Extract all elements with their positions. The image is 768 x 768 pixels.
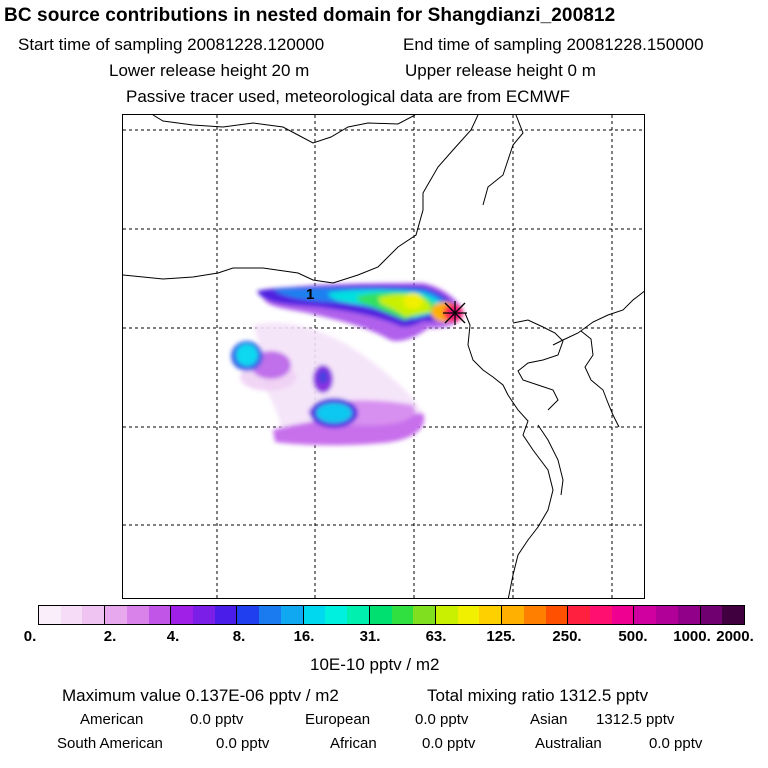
colorbar-segment [545, 606, 569, 624]
colorbar-segment [413, 606, 436, 624]
graticule [123, 115, 644, 598]
map-panel: 1 [122, 114, 645, 599]
colorbar-segment [171, 606, 194, 624]
colorbar-segment [82, 606, 106, 624]
colorbar-tick: 2000. [716, 628, 754, 645]
colorbar-segment [479, 606, 503, 624]
upper-release-height: Upper release height 0 m [405, 61, 596, 80]
colorbar-segment [280, 606, 304, 624]
region-label-european: European [305, 711, 371, 728]
receptor-label: 1 [306, 286, 314, 303]
colorbar-segment [214, 606, 238, 624]
region-value-south-american: 0.0 pptv [216, 735, 270, 752]
border-line [537, 424, 564, 496]
border-line [552, 290, 644, 346]
total-mixing-ratio: Total mixing ratio 1312.5 pptv [427, 686, 649, 705]
region-label-asian: Asian [530, 711, 568, 728]
colorbar-tick: 125. [486, 628, 516, 645]
colorbar-segment [237, 606, 260, 624]
colorbar-segment [193, 606, 215, 624]
colorbar-segment [60, 606, 83, 624]
colorbar [38, 605, 745, 625]
border-line [512, 319, 564, 411]
colorbar-segment [722, 606, 744, 624]
colorbar-segment [589, 606, 612, 624]
colorbar-segment [435, 606, 458, 624]
region-value-australian: 0.0 pptv [649, 735, 703, 752]
lower-release-height: Lower release height 20 m [109, 61, 310, 80]
page-title: BC source contributions in nested domain… [4, 5, 616, 26]
region-value-african: 0.0 pptv [422, 735, 476, 752]
colorbar-units: 10E-10 pptv / m2 [310, 655, 440, 674]
colorbar-tick: 0. [23, 628, 37, 645]
border-line [482, 115, 524, 206]
region-value-european: 0.0 pptv [415, 711, 469, 728]
colorbar-tick: 1000. [673, 628, 711, 645]
colorbar-segment [148, 606, 172, 624]
sampling-end-time: End time of sampling 20081228.150000 [403, 35, 704, 54]
colorbar-tick: 500. [618, 628, 648, 645]
maximum-value: Maximum value 0.137E-06 pptv / m2 [62, 686, 339, 705]
colorbar-segment [39, 606, 61, 624]
concentration-plume [231, 283, 464, 446]
colorbar-tick: 2. [103, 628, 117, 645]
tracer-note: Passive tracer used, meteorological data… [126, 87, 571, 106]
colorbar-segment [523, 606, 546, 624]
colorbar-segment [259, 606, 281, 624]
colorbar-segment [391, 606, 414, 624]
colorbar-tick: 8. [232, 628, 246, 645]
region-label-american: American [80, 711, 144, 728]
colorbar-segment [457, 606, 480, 624]
colorbar-tick: 4. [166, 628, 180, 645]
colorbar-tick: 250. [552, 628, 582, 645]
colorbar-segment [611, 606, 635, 624]
border-line [580, 330, 620, 428]
borders [123, 115, 644, 598]
region-label-australian: Australian [535, 735, 602, 752]
region-label-african: African [330, 735, 377, 752]
colorbar-segment [303, 606, 326, 624]
colorbar-segment [369, 606, 392, 624]
colorbar-segment [700, 606, 723, 624]
sampling-start-time: Start time of sampling 20081228.120000 [18, 35, 325, 54]
region-value-american: 0.0 pptv [190, 711, 244, 728]
colorbar-segment [634, 606, 657, 624]
colorbar-segment [502, 606, 524, 624]
colorbar-segment [325, 606, 348, 624]
colorbar-segment [656, 606, 678, 624]
colorbar-segment [126, 606, 149, 624]
colorbar-segment [568, 606, 590, 624]
region-value-asian: 1312.5 pptv [596, 711, 675, 728]
colorbar-segment [347, 606, 370, 624]
colorbar-segment [105, 606, 127, 624]
border-line [123, 115, 479, 284]
colorbar-segment [677, 606, 701, 624]
colorbar-tick: 31. [359, 628, 381, 645]
region-label-south-american: South American [57, 735, 163, 752]
border-line [464, 312, 554, 598]
border-line [152, 115, 416, 144]
colorbar-tick: 16. [293, 628, 315, 645]
station-marker-asterisk-icon [443, 301, 467, 325]
map-canvas: 1 [123, 115, 644, 598]
colorbar-tick: 63. [425, 628, 447, 645]
